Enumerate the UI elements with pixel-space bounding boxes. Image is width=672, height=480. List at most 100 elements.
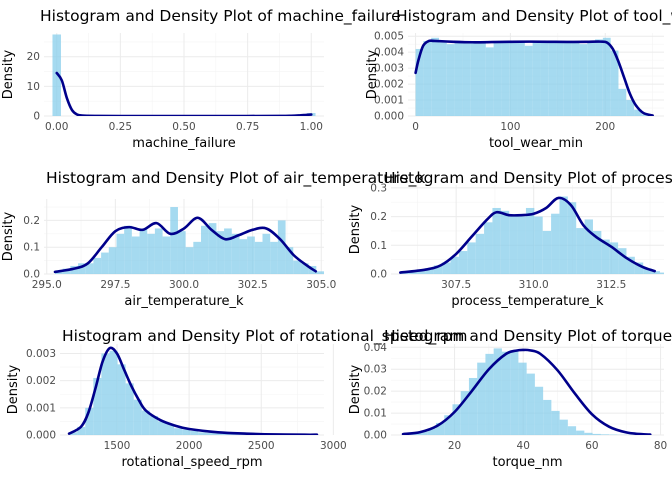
x-axis-title: rotational_speed_rpm xyxy=(121,455,262,470)
x-tick-label: 100 xyxy=(500,121,520,133)
histogram-bar xyxy=(193,241,202,274)
histogram-bar xyxy=(601,239,610,274)
histogram-bar xyxy=(602,37,611,116)
y-tick-label: 0.03 xyxy=(364,364,387,376)
histogram-bar xyxy=(576,430,585,435)
histogram-bar xyxy=(433,265,443,274)
histogram-bar xyxy=(500,210,510,274)
histogram-bar xyxy=(571,42,580,116)
x-tick-label: 302.5 xyxy=(238,279,268,291)
histogram-bars xyxy=(69,350,312,435)
histogram-bar xyxy=(125,383,134,435)
density-curve xyxy=(67,346,319,435)
histogram-bar xyxy=(316,271,324,274)
histogram-bar xyxy=(52,34,61,116)
histogram-bar xyxy=(444,415,453,435)
histogram-bar xyxy=(174,428,183,435)
chart-title: Histogram and Density Plot of air_temper… xyxy=(46,169,425,188)
gridlines xyxy=(44,33,324,117)
x-axis-title: air_temperature_k xyxy=(124,294,244,309)
histogram-bar xyxy=(166,424,175,435)
histogram-bar xyxy=(634,109,642,116)
y-tick-label: 0.000 xyxy=(26,430,56,442)
histogram-bar xyxy=(484,222,493,274)
y-tick-label: 0.1 xyxy=(370,240,387,252)
histogram-bar xyxy=(576,228,585,274)
histogram-bar xyxy=(208,223,217,274)
histogram-bar xyxy=(177,231,186,274)
y-tick-label: 0.005 xyxy=(374,31,404,43)
density-curve xyxy=(55,71,313,116)
histogram-bar xyxy=(170,207,178,274)
histogram-bar xyxy=(157,421,167,435)
chart-title: Histogram and Density Plot of torque_nm xyxy=(384,327,672,346)
histogram-bar xyxy=(526,373,535,435)
histogram-bar xyxy=(543,399,552,435)
chart-title: Histogram and Density Plot of machine_fa… xyxy=(40,7,401,26)
y-tick-label: 0.2 xyxy=(370,211,387,223)
y-tick-label: 0.1 xyxy=(23,242,40,254)
histogram-bar xyxy=(300,263,309,274)
histogram-bar xyxy=(467,242,476,274)
histogram-bar xyxy=(567,202,577,274)
histogram-bar xyxy=(534,216,543,274)
histogram-bar xyxy=(592,433,601,435)
histogram-bar xyxy=(117,364,126,435)
x-tick-label: 2000 xyxy=(176,440,203,452)
histogram-bar xyxy=(501,351,511,435)
histogram-bar xyxy=(93,377,102,435)
histogram-bar xyxy=(517,216,526,274)
x-tick-label: 80 xyxy=(654,440,667,452)
histogram-bar xyxy=(548,42,557,116)
histogram-bar xyxy=(162,236,171,274)
histogram-bars xyxy=(54,207,324,274)
histogram-bar xyxy=(610,50,619,116)
histogram-bar xyxy=(446,44,455,116)
x-tick-label: 40 xyxy=(517,440,530,452)
x-tick-label: 310.0 xyxy=(519,279,549,291)
chart-panel-3: 295.0 297.5 300.0 302.5 305.0 0.0 0.1 0.2 air_te… xyxy=(1,169,425,309)
x-axis-title: machine_failure xyxy=(132,136,235,151)
histogram-bar xyxy=(493,348,502,435)
histogram-bar xyxy=(133,399,142,435)
histogram-bar xyxy=(147,233,155,274)
y-tick-label: 0.003 xyxy=(374,63,404,75)
chart-panel-1: 0.00 0.25 0.50 0.75 1.00 0 10 20 machine_failure… xyxy=(1,7,401,151)
chart-panel-4: 307.5 310.0 312.5 0.0 0.1 0.2 0.3 process_tempe… xyxy=(348,169,672,309)
histogram-bar xyxy=(517,40,525,116)
x-tick-label: 0.25 xyxy=(109,121,132,133)
x-axis-title: tool_wear_min xyxy=(489,136,583,151)
histogram-bar xyxy=(109,350,118,435)
histogram-bar xyxy=(419,431,428,435)
histogram-bar xyxy=(285,247,294,274)
histogram-bar xyxy=(518,362,527,435)
x-tick-label: 0 xyxy=(412,121,419,133)
histogram-bar xyxy=(201,225,209,274)
histogram-bar xyxy=(626,100,635,116)
histogram-bar xyxy=(458,251,468,274)
x-tick-label: 0.50 xyxy=(172,121,195,133)
histogram-bar xyxy=(214,433,223,435)
y-tick-label: 10 xyxy=(27,81,40,93)
histogram-bar xyxy=(534,386,544,435)
histogram-bar xyxy=(618,88,627,116)
histogram-bar xyxy=(293,260,301,274)
histogram-bar xyxy=(431,37,439,116)
x-tick-label: 200 xyxy=(595,121,615,133)
density-curve xyxy=(401,348,652,435)
y-tick-label: 0.0 xyxy=(370,269,387,281)
histogram-bar xyxy=(116,233,125,274)
histogram-bar xyxy=(563,40,572,116)
histogram-bar xyxy=(587,42,596,116)
x-tick-label: 60 xyxy=(585,440,598,452)
histogram-bar xyxy=(454,42,463,116)
histogram-bars xyxy=(415,37,650,116)
y-tick-label: 0.01 xyxy=(364,408,387,420)
histogram-bar xyxy=(651,271,660,274)
histogram-bar xyxy=(477,362,486,435)
x-tick-label: 0.75 xyxy=(236,121,259,133)
histogram-bar xyxy=(239,239,248,274)
histogram-bar xyxy=(262,233,271,274)
density-curve xyxy=(414,39,654,116)
